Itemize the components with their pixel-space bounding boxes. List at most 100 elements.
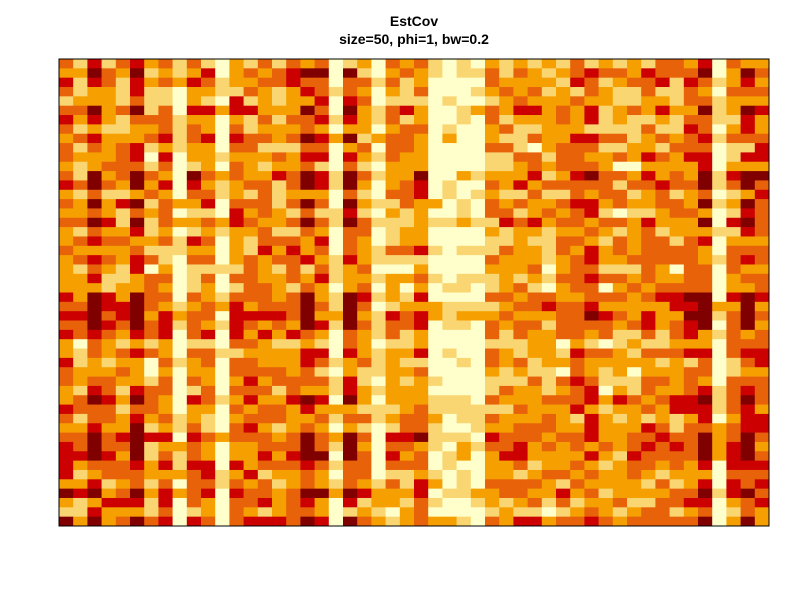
heatmap-cell: [428, 208, 443, 219]
heatmap-cell: [186, 311, 202, 321]
heatmap-cell: [414, 488, 429, 499]
heatmap-cell: [286, 469, 301, 480]
heatmap-cell: [73, 143, 88, 153]
heatmap-cell: [627, 264, 642, 275]
heatmap-cell: [300, 283, 315, 293]
heatmap-cell: [229, 367, 244, 377]
heatmap-cell: [499, 236, 514, 247]
heatmap-cell: [73, 133, 88, 144]
heatmap-cell: [343, 451, 358, 461]
heatmap-cell: [527, 395, 543, 405]
heatmap-cell: [229, 245, 244, 256]
heatmap-cell: [101, 143, 117, 153]
heatmap-cell: [726, 189, 741, 200]
heatmap-cell: [612, 283, 628, 293]
heatmap-cell: [669, 283, 685, 293]
heatmap-cell: [712, 516, 727, 527]
heatmap-cell: [215, 96, 230, 107]
heatmap-cell: [399, 385, 415, 396]
heatmap-cell: [683, 87, 699, 97]
heatmap-cell: [428, 395, 443, 405]
heatmap-cell: [357, 59, 372, 69]
heatmap-cell: [130, 301, 145, 312]
heatmap-cell: [186, 339, 202, 349]
heatmap-cell: [314, 105, 330, 116]
heatmap-cell: [101, 273, 117, 284]
heatmap-cell: [584, 460, 599, 471]
heatmap-cell: [243, 124, 259, 135]
heatmap-cell: [186, 227, 202, 237]
heatmap-cell: [740, 376, 756, 387]
heatmap-cell: [186, 367, 202, 377]
heatmap-cell: [698, 413, 713, 424]
heatmap-cell: [499, 311, 514, 321]
heatmap-cell: [172, 413, 188, 424]
heatmap-cell: [627, 367, 642, 377]
plot-frame: [58, 58, 770, 527]
heatmap-cell: [414, 423, 429, 433]
heatmap-cell: [371, 199, 386, 209]
heatmap-cell: [272, 171, 287, 181]
heatmap-cell: [186, 115, 202, 125]
heatmap-cell: [357, 236, 372, 247]
heatmap-cell: [541, 217, 557, 228]
heatmap-cell: [73, 469, 88, 480]
heatmap-cell: [740, 143, 756, 153]
heatmap-cell: [186, 451, 202, 461]
heatmap-cell: [726, 59, 741, 69]
heatmap-cell: [627, 413, 642, 424]
heatmap-cell: [669, 273, 685, 284]
heatmap-cell: [371, 161, 386, 172]
heatmap-cell: [357, 171, 372, 181]
heatmap-cell: [740, 199, 756, 209]
heatmap-cell: [598, 87, 614, 97]
heatmap-cell: [726, 217, 741, 228]
heatmap-cell: [442, 180, 457, 191]
heatmap-cell: [513, 273, 528, 284]
heatmap-cell: [470, 488, 486, 499]
heatmap-cell: [257, 348, 273, 359]
heatmap-cell: [357, 96, 372, 107]
heatmap-cell: [541, 255, 557, 265]
heatmap-cell: [627, 273, 642, 284]
heatmap-cell: [683, 441, 699, 452]
heatmap-cell: [343, 245, 358, 256]
heatmap-cell: [485, 180, 500, 191]
heatmap-cell: [570, 404, 585, 415]
heatmap-cell: [399, 96, 415, 107]
heatmap-cell: [612, 497, 628, 508]
heatmap-cell: [683, 423, 699, 433]
heatmap-cell: [584, 441, 599, 452]
heatmap-cell: [73, 320, 88, 331]
heatmap-cell: [144, 292, 159, 303]
heatmap-cell: [754, 357, 770, 368]
heatmap-cell: [541, 77, 557, 88]
heatmap-cell: [243, 311, 259, 321]
heatmap-cell: [201, 96, 216, 107]
heatmap-cell: [328, 255, 344, 265]
heatmap-cell: [726, 199, 741, 209]
heatmap-cell: [343, 432, 358, 443]
heatmap-cell: [73, 180, 88, 191]
heatmap-cell: [399, 208, 415, 219]
heatmap-cell: [73, 189, 88, 200]
heatmap-cell: [343, 348, 358, 359]
heatmap-cell: [215, 199, 230, 209]
heatmap-cell: [343, 199, 358, 209]
heatmap-cell: [101, 115, 117, 125]
heatmap-cell: [414, 367, 429, 377]
heatmap-cell: [357, 385, 372, 396]
heatmap-cell: [570, 96, 585, 107]
heatmap-cell: [485, 217, 500, 228]
heatmap-cell: [683, 507, 699, 518]
heatmap-cell: [627, 339, 642, 349]
heatmap-cell: [144, 367, 159, 377]
heatmap-cell: [243, 227, 259, 237]
heatmap-cell: [144, 329, 159, 340]
heatmap-cell: [428, 451, 443, 461]
heatmap-cell: [73, 115, 88, 125]
heatmap-cell: [328, 404, 344, 415]
heatmap-cell: [286, 423, 301, 433]
heatmap-cell: [314, 460, 330, 471]
heatmap-cell: [754, 507, 770, 518]
